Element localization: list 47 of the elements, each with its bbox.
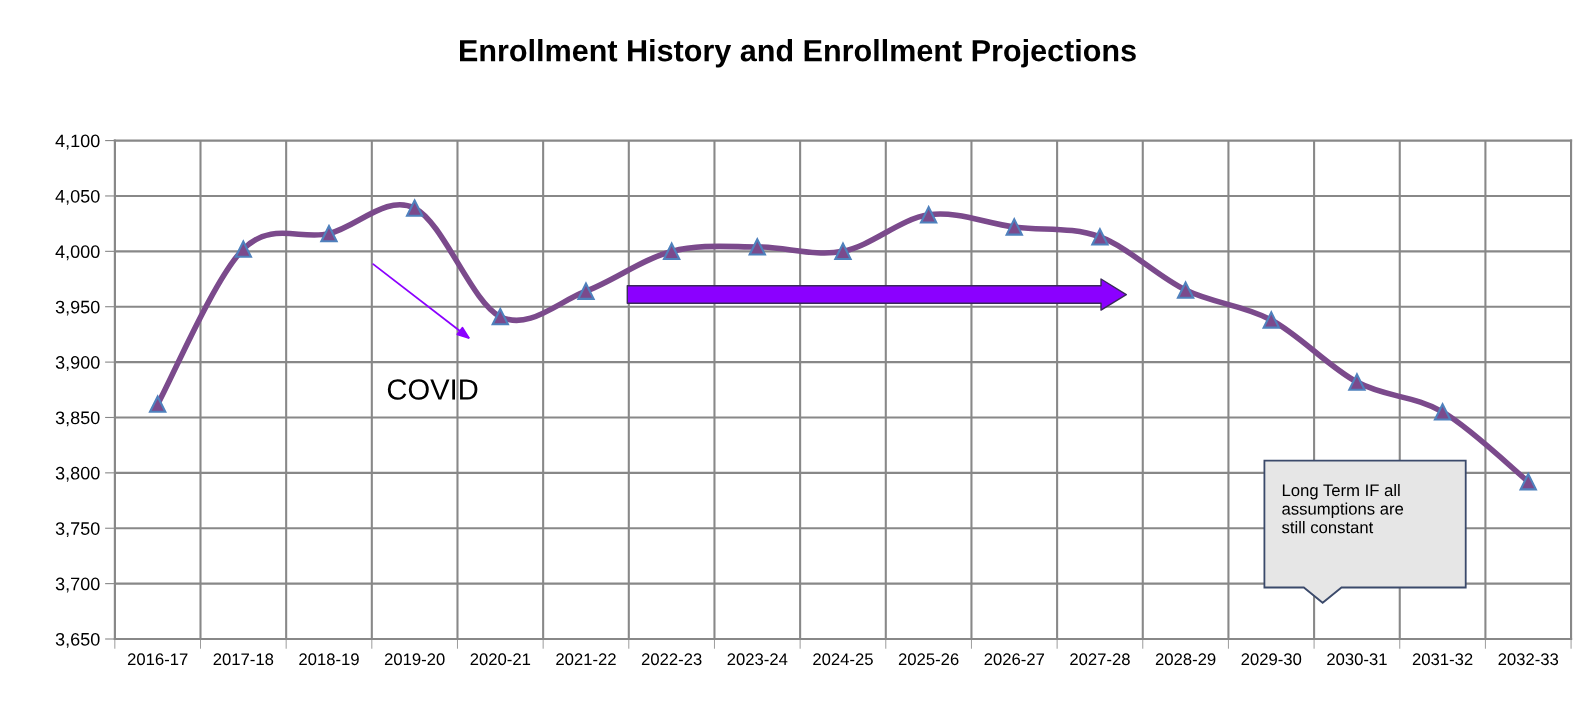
x-tick-label: 2027-28 xyxy=(1070,653,1130,666)
point xyxy=(1519,473,1537,491)
x-tick-label: 2023-24 xyxy=(727,653,788,666)
point xyxy=(1005,218,1023,236)
x-tick-label: 2025-26 xyxy=(898,653,959,666)
y-tick-label: 3,700 xyxy=(55,577,100,593)
point xyxy=(148,395,167,413)
x-tick-label: 2018-19 xyxy=(299,653,359,666)
x-tick-label: 2022-23 xyxy=(641,653,702,666)
x-tick-label: 2024-25 xyxy=(813,653,873,666)
y-tick-label: 3,800 xyxy=(55,466,100,482)
point xyxy=(577,282,595,300)
point xyxy=(748,238,766,256)
x-tick-label: 2017-18 xyxy=(213,653,274,666)
point xyxy=(320,224,338,243)
point xyxy=(405,199,424,217)
point xyxy=(919,206,938,224)
x-tick-label: 2029-30 xyxy=(1241,653,1302,666)
x-tick-label: 2031-32 xyxy=(1412,653,1473,666)
x-tick-label: 2032-33 xyxy=(1498,653,1559,666)
point xyxy=(834,242,852,261)
y-tick-label: 3,950 xyxy=(55,300,100,316)
annotation: COVID xyxy=(387,379,478,400)
y-tick-label: 3,750 xyxy=(55,522,100,538)
x-tick-label: 2026-27 xyxy=(984,653,1045,666)
annotation: Long Term IF all assumptions are still constant xyxy=(1282,483,1404,534)
y-tick-label: 4,000 xyxy=(55,245,100,261)
x-tick-label: 2030-31 xyxy=(1327,653,1387,666)
point xyxy=(491,308,509,326)
y-tick-label: 4,050 xyxy=(55,189,100,205)
y-tick-label: 3,900 xyxy=(55,356,100,371)
chart-title: Enrollment History and Enrollment Projections xyxy=(460,39,1136,68)
point xyxy=(662,242,681,261)
y-tick-label: 3,650 xyxy=(55,632,100,648)
y-tick-label: 4,100 xyxy=(55,134,100,150)
point xyxy=(234,240,253,258)
x-tick-label: 2016-17 xyxy=(127,653,188,666)
x-tick-label: 2020-21 xyxy=(470,653,531,666)
point xyxy=(1091,228,1109,246)
x-tick-label: 2021-22 xyxy=(556,653,616,666)
point xyxy=(1176,281,1195,299)
point xyxy=(1433,403,1452,421)
x-tick-label: 2028-29 xyxy=(1155,653,1216,666)
y-tick-label: 3,850 xyxy=(55,411,100,427)
point xyxy=(1348,373,1366,391)
point xyxy=(1262,311,1280,329)
x-tick-label: 2019-20 xyxy=(384,653,445,666)
